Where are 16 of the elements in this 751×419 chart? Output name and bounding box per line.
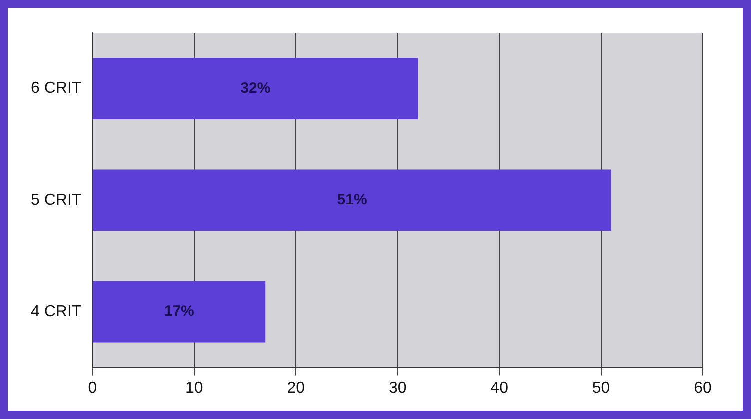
bar [93,170,612,232]
data-label: 32% [240,80,271,97]
x-tick-label: 60 [694,380,712,397]
x-tick-label: 40 [490,380,509,397]
x-tick-label: 20 [287,380,306,397]
bar [93,281,266,343]
y-tick-label: 4 CRIT [31,303,82,320]
y-tick-label: 5 CRIT [31,192,82,209]
y-tick-label: 6 CRIT [31,80,82,98]
x-tick-label: 10 [185,380,204,397]
x-tick-label: 0 [88,380,98,397]
bar [93,58,418,120]
data-label: 17% [164,303,194,320]
x-tick-label: 30 [388,380,407,397]
data-label: 51% [337,192,368,209]
x-tick-label: 50 [592,380,610,397]
